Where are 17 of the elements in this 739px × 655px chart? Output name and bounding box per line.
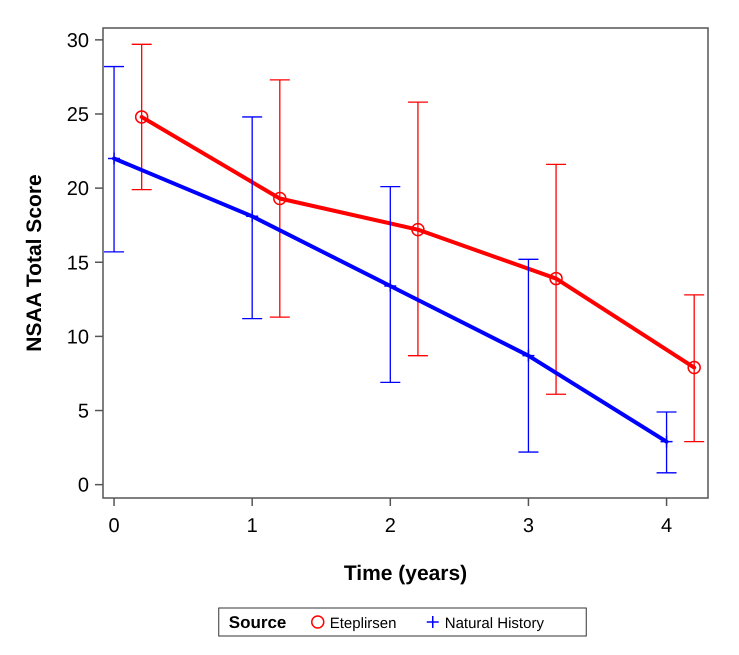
x-tick-label: 4 bbox=[661, 515, 672, 537]
y-tick-label: 30 bbox=[66, 30, 89, 52]
y-tick-label: 5 bbox=[78, 400, 89, 423]
x-axis-title: Time (years) bbox=[344, 562, 468, 585]
legend-label: Natural History bbox=[444, 615, 544, 632]
legend-title: Source bbox=[228, 613, 286, 632]
y-tick-label: 15 bbox=[66, 252, 89, 274]
x-tick-label: 0 bbox=[108, 515, 120, 537]
y-tick-label: 20 bbox=[66, 178, 89, 200]
y-tick-label: 25 bbox=[66, 104, 89, 126]
x-tick-label: 1 bbox=[246, 515, 258, 537]
x-tick-label: 2 bbox=[384, 515, 396, 537]
x-tick-label: 3 bbox=[522, 515, 534, 537]
y-axis-title: NSAA Total Score bbox=[23, 174, 46, 352]
y-tick-label: 10 bbox=[66, 326, 89, 348]
legend-label: Eteplirsen bbox=[330, 615, 396, 632]
y-tick-label: 0 bbox=[78, 474, 89, 497]
